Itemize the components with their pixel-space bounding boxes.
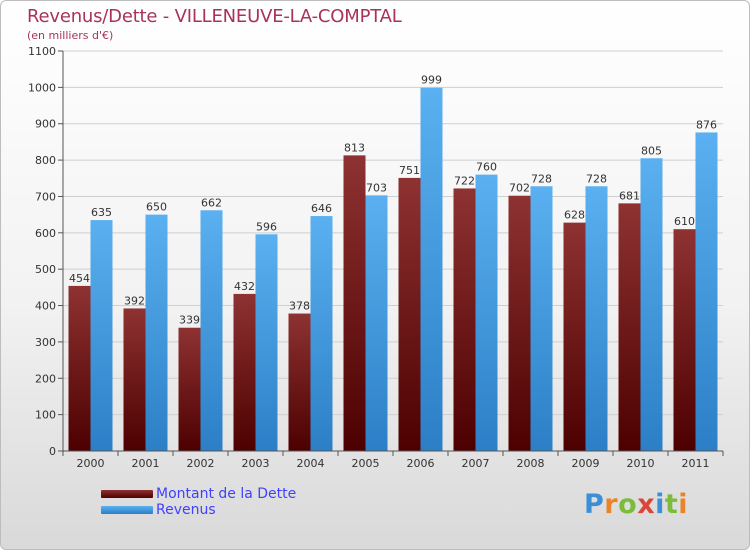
chart-legend: Montant de la Dette Revenus — [101, 486, 296, 518]
logo-letter: t — [664, 489, 679, 520]
bar-revenus — [420, 87, 443, 452]
data-label-dette: 813 — [344, 141, 365, 154]
bar-dette — [453, 188, 476, 452]
y-tick-label: 1000 — [28, 81, 56, 94]
data-label-dette: 339 — [179, 314, 200, 327]
data-label-revenus: 728 — [586, 172, 607, 185]
y-tick-label: 100 — [35, 409, 56, 422]
y-tick-label: 400 — [35, 300, 56, 313]
bar-dette — [343, 155, 366, 451]
bar-revenus — [475, 174, 498, 452]
y-tick-label: 600 — [35, 227, 56, 240]
data-label-revenus: 635 — [91, 206, 112, 219]
bar-dette — [178, 327, 201, 451]
data-label-revenus: 650 — [146, 201, 167, 214]
y-tick-label: 700 — [35, 190, 56, 203]
bar-revenus — [145, 214, 168, 451]
y-tick-label: 0 — [49, 445, 56, 458]
bar-revenus — [200, 210, 223, 451]
y-tick-label: 1100 — [28, 45, 56, 58]
data-label-revenus: 999 — [421, 74, 442, 87]
proxiti-logo: Proxiti — [584, 489, 688, 520]
x-tick-label: 2008 — [517, 457, 545, 470]
x-tick-label: 2002 — [187, 457, 215, 470]
bar-dette — [68, 285, 91, 451]
x-tick-label: 2001 — [132, 457, 160, 470]
bar-dette — [618, 203, 641, 451]
data-label-dette: 681 — [619, 189, 640, 202]
data-label-revenus: 646 — [311, 202, 332, 215]
data-label-revenus: 596 — [256, 220, 277, 233]
legend-swatch-revenus — [101, 506, 153, 514]
x-tick-label: 2000 — [77, 457, 105, 470]
data-label-revenus: 703 — [366, 181, 387, 194]
bar-revenus — [255, 234, 278, 451]
data-label-dette: 702 — [509, 182, 530, 195]
x-tick-label: 2006 — [407, 457, 435, 470]
x-tick-label: 2009 — [572, 457, 600, 470]
data-label-dette: 628 — [564, 209, 585, 222]
x-tick-label: 2003 — [242, 457, 270, 470]
y-tick-label: 800 — [35, 154, 56, 167]
legend-swatch-dette — [101, 490, 153, 498]
bar-dette — [288, 313, 311, 451]
legend-label-revenus: Revenus — [156, 502, 216, 518]
bar-dette — [508, 195, 531, 451]
chart-title: Revenus/Dette - VILLENEUVE-LA-COMPTAL — [27, 6, 402, 27]
bar-revenus — [585, 186, 608, 452]
data-label-dette: 610 — [674, 215, 695, 228]
logo-letter: P — [584, 489, 605, 520]
legend-item-dette: Montant de la Dette — [101, 486, 296, 502]
data-label-dette: 454 — [69, 272, 90, 285]
data-label-dette: 751 — [399, 164, 420, 177]
data-label-revenus: 662 — [201, 196, 222, 209]
y-tick-label: 900 — [35, 118, 56, 131]
logo-letter: o — [618, 489, 638, 520]
logo-letter: r — [604, 489, 619, 520]
bar-revenus — [640, 158, 663, 452]
y-tick-label: 500 — [35, 263, 56, 276]
bar-revenus — [310, 216, 333, 451]
logo-letter: i — [678, 489, 689, 520]
data-label-revenus: 805 — [641, 144, 662, 157]
bar-revenus — [695, 132, 718, 452]
bar-dette — [563, 222, 586, 451]
data-label-dette: 722 — [454, 174, 475, 187]
chart-subtitle: (en milliers d'€) — [27, 29, 114, 42]
bar-dette — [673, 229, 696, 451]
data-label-dette: 392 — [124, 294, 145, 307]
bar-revenus — [90, 220, 113, 451]
bar-dette — [123, 308, 146, 451]
data-label-revenus: 760 — [476, 161, 497, 174]
x-tick-label: 2010 — [627, 457, 655, 470]
y-tick-label: 300 — [35, 336, 56, 349]
bar-dette — [398, 177, 421, 451]
data-label-dette: 378 — [289, 300, 310, 313]
logo-letter: i — [655, 489, 665, 520]
y-tick-label: 200 — [35, 372, 56, 385]
x-tick-label: 2005 — [352, 457, 380, 470]
x-tick-label: 2004 — [297, 457, 325, 470]
legend-item-revenus: Revenus — [101, 502, 296, 518]
logo-letter: x — [637, 489, 656, 520]
x-tick-label: 2007 — [462, 457, 490, 470]
data-label-dette: 432 — [234, 280, 255, 293]
bar-dette — [233, 293, 256, 451]
bar-revenus — [530, 186, 553, 452]
legend-label-dette: Montant de la Dette — [156, 486, 297, 502]
data-label-revenus: 728 — [531, 172, 552, 185]
data-label-revenus: 876 — [696, 118, 717, 131]
x-tick-label: 2011 — [682, 457, 710, 470]
bar-revenus — [365, 195, 388, 451]
